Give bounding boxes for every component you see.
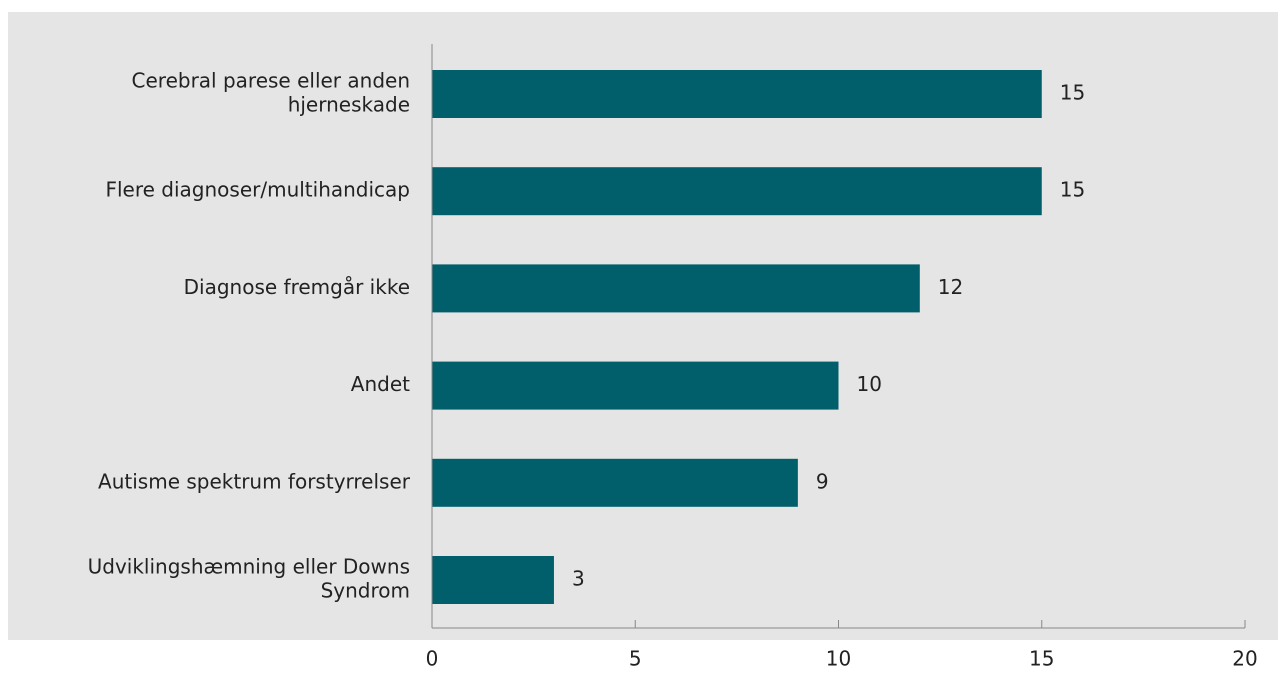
category-label-line: Syndrom — [321, 579, 410, 603]
bar-5 — [432, 556, 554, 604]
bar-2 — [432, 264, 920, 313]
category-labels-group: Cerebral parese eller anden hjerneskade Fl… — [88, 69, 411, 603]
bar-1 — [432, 167, 1042, 216]
bars-group — [432, 70, 1042, 604]
category-label-2: Diagnose fremgår ikke — [184, 275, 410, 299]
category-label-line: Udviklingshæmning eller Downs — [88, 555, 410, 579]
value-label-1: 15 — [1060, 178, 1085, 202]
x-tick-label-0: 0 — [426, 647, 439, 671]
x-tick-label-3: 15 — [1029, 647, 1054, 671]
x-tick-label-2: 10 — [826, 647, 851, 671]
value-label-5: 3 — [572, 567, 585, 591]
value-label-2: 12 — [938, 275, 963, 299]
category-label-line: hjerneskade — [288, 93, 410, 117]
category-label-line: Andet — [351, 372, 410, 396]
category-label-line: Diagnose fremgår ikke — [184, 275, 410, 299]
value-labels-group: 15 15 12 10 9 3 — [572, 81, 1085, 591]
x-tick-label-4: 20 — [1232, 647, 1257, 671]
category-label-line: Autisme spektrum forstyrrelser — [98, 469, 411, 493]
value-label-0: 15 — [1060, 81, 1085, 105]
category-label-5: Udviklingshæmning eller Downs Syndrom — [88, 555, 410, 603]
value-label-3: 10 — [857, 372, 882, 396]
category-label-line: Flere diagnoser/multihandicap — [105, 178, 410, 202]
category-label-line: Cerebral parese eller anden — [132, 69, 410, 93]
value-label-4: 9 — [816, 469, 829, 493]
category-label-3: Andet — [351, 372, 410, 396]
x-tick-label-1: 5 — [629, 647, 642, 671]
category-label-1: Flere diagnoser/multihandicap — [105, 178, 410, 202]
category-label-0: Cerebral parese eller anden hjerneskade — [132, 69, 410, 117]
bar-4 — [432, 458, 798, 507]
bar-0 — [432, 70, 1042, 118]
x-ticks-group: 0 5 10 15 20 — [426, 620, 1258, 671]
category-label-4: Autisme spektrum forstyrrelser — [98, 469, 411, 493]
bar-3 — [432, 361, 839, 410]
